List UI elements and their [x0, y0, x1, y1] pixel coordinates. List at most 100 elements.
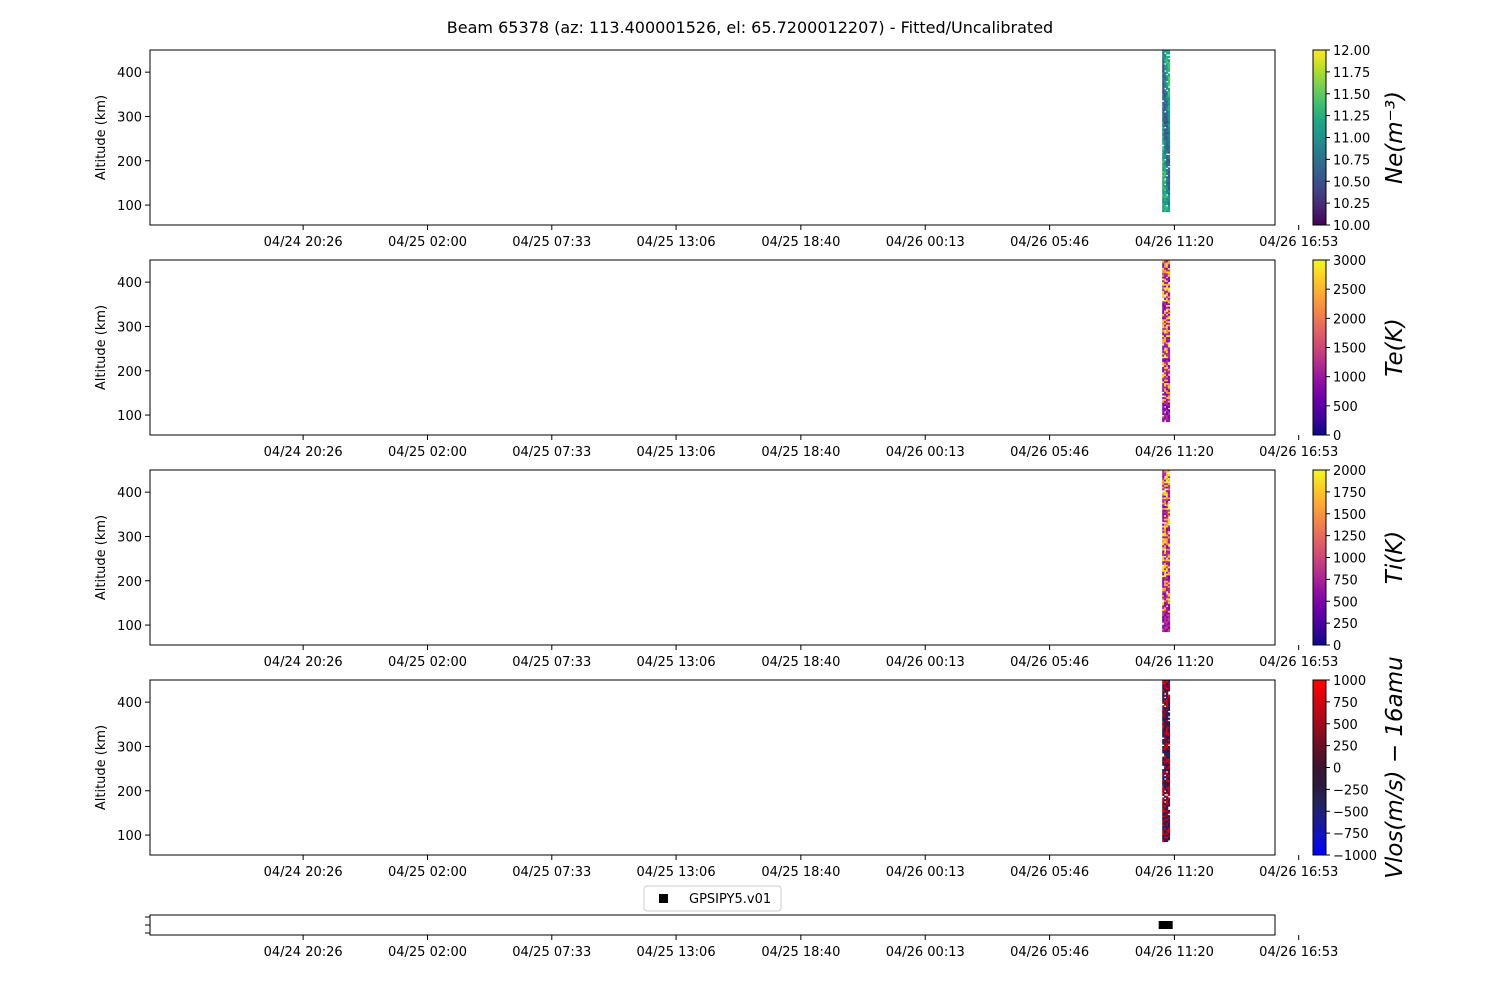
- heatmap-cell: [1167, 788, 1171, 791]
- heatmap-cell: [1164, 123, 1167, 126]
- panel-te-cbar-tick-label: 0: [1333, 429, 1341, 444]
- heatmap-cell: [1167, 761, 1171, 765]
- heatmap-cell: [1167, 343, 1171, 346]
- heatmap-cell: [1165, 737, 1169, 740]
- heatmap-cell: [1164, 352, 1167, 355]
- heatmap-cell: [1167, 267, 1171, 270]
- heatmap-cell: [1165, 146, 1169, 149]
- panel-vlos-ylabel: Altitude (km): [94, 725, 109, 810]
- heatmap-cell: [1164, 587, 1167, 590]
- heatmap-cell: [1164, 407, 1167, 410]
- heatmap-cell: [1164, 689, 1167, 692]
- heatmap-cell: [1164, 402, 1167, 405]
- heatmap-cell: [1165, 306, 1169, 309]
- heatmap-cell: [1167, 388, 1171, 391]
- heatmap-cell: [1164, 311, 1167, 315]
- heatmap-cell: [1165, 395, 1169, 398]
- legend-box: [643, 885, 782, 912]
- heatmap-cell: [1162, 206, 1165, 209]
- heatmap-cell: [1164, 489, 1167, 493]
- heatmap-cell: [1164, 707, 1167, 710]
- heatmap-cell: [1164, 156, 1167, 159]
- heatmap-cell: [1165, 617, 1169, 620]
- heatmap-cell: [1164, 536, 1167, 539]
- heatmap-cell: [1165, 288, 1169, 291]
- heatmap-cell: [1165, 64, 1169, 67]
- heatmap-cell: [1162, 176, 1165, 179]
- heatmap-cell: [1162, 722, 1165, 726]
- heatmap-cell: [1162, 112, 1165, 115]
- heatmap-cell: [1167, 391, 1171, 394]
- heatmap-cell: [1164, 112, 1167, 115]
- heatmap-cell: [1165, 569, 1169, 572]
- heatmap-cell: [1165, 299, 1169, 302]
- heatmap-cell: [1162, 747, 1165, 750]
- heatmap-cell: [1164, 265, 1167, 268]
- heatmap-cell: [1164, 493, 1167, 496]
- heatmap-cell: [1165, 85, 1169, 89]
- heatmap-cell: [1167, 324, 1171, 327]
- heatmap-cell: [1165, 543, 1169, 546]
- heatmap-cell: [1165, 274, 1169, 277]
- heatmap-cell: [1165, 621, 1169, 624]
- heatmap-cell: [1167, 327, 1171, 330]
- heatmap-cell: [1167, 195, 1171, 198]
- heatmap-cell: [1162, 110, 1165, 113]
- heatmap-cell: [1167, 178, 1171, 181]
- heatmap-cell: [1165, 131, 1169, 135]
- heatmap-cell: [1164, 585, 1167, 588]
- heatmap-cell: [1167, 144, 1171, 147]
- heatmap-cell: [1165, 705, 1169, 708]
- heatmap-cell: [1167, 386, 1171, 389]
- heatmap-cell: [1164, 825, 1167, 828]
- heatmap-cell: [1165, 418, 1169, 421]
- heatmap-cell: [1164, 271, 1167, 274]
- heatmap-cell: [1165, 262, 1169, 265]
- heatmap-cell: [1162, 608, 1165, 611]
- heatmap-cell: [1164, 414, 1167, 417]
- heatmap-cell: [1165, 560, 1169, 563]
- panel-ti-y-tick-label: 100: [117, 619, 142, 634]
- heatmap-cell: [1165, 696, 1169, 699]
- heatmap-cell: [1162, 377, 1165, 380]
- heatmap-cell: [1165, 756, 1169, 759]
- heatmap-cell: [1165, 767, 1169, 770]
- heatmap-cell: [1162, 101, 1165, 105]
- heatmap-cell: [1164, 418, 1167, 421]
- heatmap-cell: [1165, 398, 1169, 401]
- heatmap-cell: [1162, 567, 1165, 571]
- heatmap-cell: [1165, 708, 1169, 711]
- heatmap-cell: [1165, 57, 1169, 60]
- heatmap-cell: [1165, 484, 1169, 487]
- heatmap-cell: [1167, 126, 1171, 129]
- heatmap-cell: [1165, 112, 1169, 115]
- heatmap-cell: [1165, 320, 1169, 323]
- heatmap-cell: [1162, 345, 1165, 348]
- panel-vlos-cbar-tick-label: −500: [1333, 805, 1369, 820]
- heatmap-cell: [1162, 199, 1165, 202]
- panel-ne-ylabel: Altitude (km): [94, 95, 109, 180]
- heatmap-cell: [1164, 783, 1167, 786]
- panel-vlos-cbar-tick-label: 500: [1333, 718, 1358, 733]
- heatmap-cell: [1162, 770, 1165, 773]
- heatmap-cell: [1164, 479, 1167, 482]
- heatmap-cell: [1167, 140, 1171, 143]
- heatmap-cell: [1167, 310, 1171, 313]
- panel-vlos-cbar-tick-label: 1000: [1333, 674, 1366, 689]
- heatmap-cell: [1165, 481, 1169, 484]
- heatmap-cell: [1164, 836, 1167, 839]
- heatmap-cell: [1162, 481, 1165, 484]
- heatmap-cell: [1165, 61, 1169, 64]
- heatmap-cell: [1165, 606, 1169, 610]
- heatmap-cell: [1167, 271, 1171, 274]
- heatmap-cell: [1167, 560, 1171, 563]
- heatmap-cell: [1167, 338, 1171, 341]
- heatmap-cell: [1167, 785, 1171, 788]
- heatmap-cell: [1162, 731, 1165, 735]
- heatmap-cell: [1162, 193, 1165, 197]
- heatmap-cell: [1162, 409, 1165, 412]
- heatmap-cell: [1162, 288, 1165, 291]
- heatmap-cell: [1165, 788, 1169, 791]
- heatmap-cell: [1164, 528, 1167, 532]
- heatmap-cell: [1162, 800, 1165, 804]
